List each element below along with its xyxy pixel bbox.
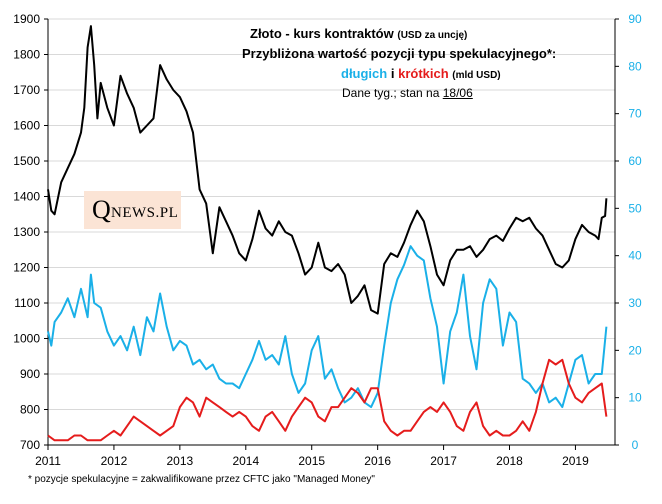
right-tick-label-40: 40 <box>628 249 642 263</box>
x-tick-label-2015: 2015 <box>298 454 325 468</box>
x-tick-label-2013: 2013 <box>167 454 194 468</box>
x-tick-label-2016: 2016 <box>364 454 391 468</box>
left-tick-label-1700: 1700 <box>13 83 40 97</box>
title-main: Złoto - kurs kontraktów <box>250 26 394 41</box>
right-tick-label-30: 30 <box>628 296 642 310</box>
title-main-note: (USD za uncję) <box>397 30 468 41</box>
legend-long: długich <box>341 66 388 81</box>
left-tick-label-700: 700 <box>20 438 40 452</box>
right-tick-label-90: 90 <box>628 12 642 26</box>
left-tick-label-1000: 1000 <box>13 332 40 346</box>
left-axis-ticks: 700 800 900 1000 1100 1200 1300 1400 1500 1600 170… <box>13 12 48 452</box>
x-tick-label-2019: 2019 <box>562 454 589 468</box>
right-tick-label-60: 60 <box>628 154 642 168</box>
left-tick-label-1900: 1900 <box>13 12 40 26</box>
subtitle: Dane tyg.; stan na 18/06 <box>342 86 473 100</box>
x-axis-ticks: 2011 2012 2013 2014 2015 2016 2017 2018 2019 <box>35 445 589 468</box>
x-tick-label-2018: 2018 <box>496 454 523 468</box>
right-tick-label-70: 70 <box>628 107 642 121</box>
series-long-line <box>47 245 608 409</box>
series-gold-price-line <box>47 25 608 315</box>
legend-short: krótkich <box>398 66 449 81</box>
series-lines <box>47 25 608 442</box>
footnote: * pozycje spekulacyjne = zakwalifikowane… <box>28 474 375 485</box>
left-tick-label-900: 900 <box>20 367 40 381</box>
right-tick-label-0: 0 <box>632 438 639 452</box>
left-tick-label-1800: 1800 <box>13 48 40 62</box>
x-tick-label-2011: 2011 <box>35 454 61 468</box>
left-tick-label-1200: 1200 <box>13 261 40 275</box>
x-tick-label-2012: 2012 <box>101 454 128 468</box>
x-tick-label-2014: 2014 <box>232 454 259 468</box>
right-tick-label-80: 80 <box>628 59 642 73</box>
left-tick-label-1400: 1400 <box>13 190 40 204</box>
x-tick-label-2017: 2017 <box>430 454 457 468</box>
subtitle-date: 18/06 <box>442 86 473 100</box>
logo-text: NEWS.PL <box>111 205 179 221</box>
left-tick-label-800: 800 <box>20 403 40 417</box>
left-tick-label-1300: 1300 <box>13 225 40 239</box>
series-short-line <box>47 358 608 442</box>
title-line-1: Złoto - kurs kontraktów (USD za uncję) <box>250 26 467 41</box>
title-line-2: Przybliżona wartość pozycji typu spekula… <box>242 46 557 61</box>
right-axis-ticks: 0 10 20 30 40 50 60 70 80 90 <box>615 12 642 452</box>
right-tick-label-20: 20 <box>628 343 642 357</box>
qnews-logo: Q NEWS.PL <box>84 191 181 229</box>
logo-q: Q <box>92 195 111 224</box>
left-tick-label-1500: 1500 <box>13 154 40 168</box>
left-tick-label-1100: 1100 <box>14 296 40 310</box>
subtitle-prefix: Dane tyg.; stan na <box>342 86 440 100</box>
right-tick-label-10: 10 <box>628 391 642 405</box>
legend-units: (mld USD) <box>452 70 501 81</box>
left-tick-label-1600: 1600 <box>13 119 40 133</box>
right-tick-label-50: 50 <box>628 201 642 215</box>
title-line-3: długich i krótkich (mld USD) <box>341 66 501 81</box>
legend-conj: i <box>390 66 395 81</box>
